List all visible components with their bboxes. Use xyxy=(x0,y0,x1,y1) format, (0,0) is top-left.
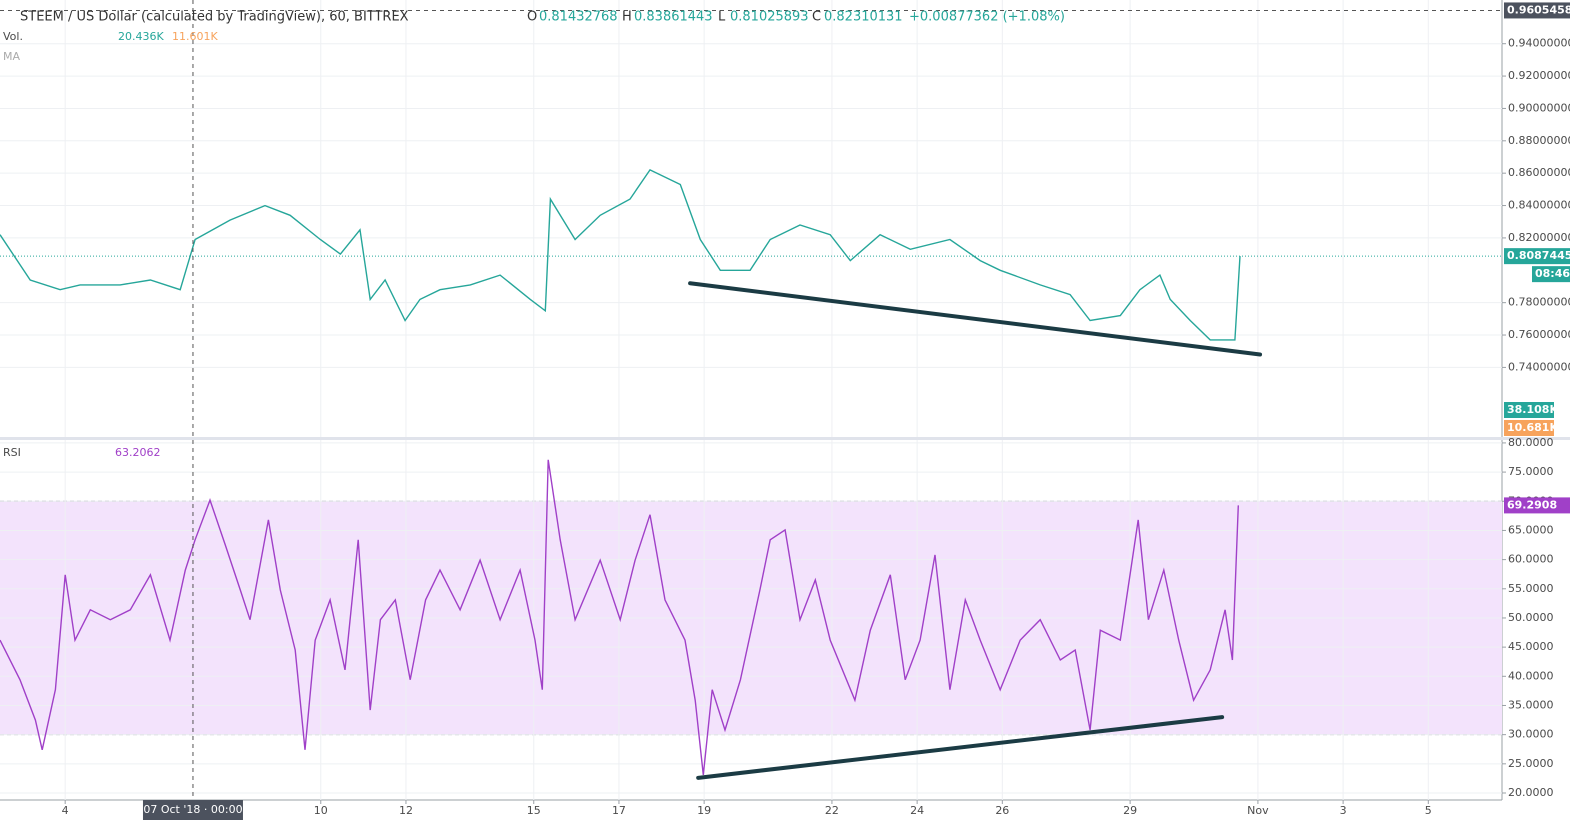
price-change: +0.00877362 (+1.08%) xyxy=(909,10,1065,25)
y-tick-label: 40.0000 xyxy=(1508,669,1554,682)
ohlc-value: 0.81025893 xyxy=(730,10,809,25)
ohlc-key: L xyxy=(718,10,726,25)
y-tick-label: 30.0000 xyxy=(1508,728,1554,741)
x-tick-label: 19 xyxy=(697,804,711,817)
volume-label: 10.681K xyxy=(1507,421,1558,434)
y-tick-label: 0.92000000 xyxy=(1508,69,1570,82)
ohlc-value: 0.83861443 xyxy=(634,10,713,25)
x-tick-label: 12 xyxy=(399,804,413,817)
x-tick-label: 22 xyxy=(825,804,839,817)
volume-label-box xyxy=(1504,420,1554,436)
ohlc-key: O xyxy=(527,10,537,25)
volume-legend-value: 20.436K xyxy=(118,30,164,43)
last-value-label-box xyxy=(1504,248,1570,265)
ohlc-value: 0.82310131 xyxy=(824,10,903,25)
last-value-label-box xyxy=(1504,497,1570,514)
y-tick-label: 35.0000 xyxy=(1508,698,1554,711)
volume-legend-value: 11.601K xyxy=(172,30,218,43)
y-tick-label: 0.78000000 xyxy=(1508,296,1570,309)
chart-title: STEEM / US Dollar (calculated by Trading… xyxy=(20,10,409,25)
y-tick-label: 25.0000 xyxy=(1508,757,1554,770)
series-line xyxy=(0,459,1239,775)
y-tick-label: 0.82000000 xyxy=(1508,231,1570,244)
y-tick-label: 60.0000 xyxy=(1508,553,1554,566)
y-tick-label: 55.0000 xyxy=(1508,582,1554,595)
y-tick-label: 0.84000000 xyxy=(1508,199,1570,212)
last-value-label: 69.2908 xyxy=(1507,498,1557,511)
x-tick-label: 24 xyxy=(910,804,924,817)
y-tick-label: 75.0000 xyxy=(1508,465,1554,478)
ohlc-key: H xyxy=(622,10,632,25)
y-tick-label: 0.88000000 xyxy=(1508,134,1570,147)
crosshair-x-label: 07 Oct '18 · 00:00 xyxy=(143,803,242,816)
ohlc-value: 0.81432768 xyxy=(539,10,618,25)
crosshair-x-box xyxy=(142,800,243,820)
y-tick-label: 0.94000000 xyxy=(1508,37,1570,50)
series-line xyxy=(0,169,1241,341)
last-time-label-box xyxy=(1532,266,1570,283)
x-tick-label: 17 xyxy=(612,804,626,817)
ohlc-key: C xyxy=(812,10,821,25)
rsi-name: RSI xyxy=(3,446,21,459)
y-tick-label: 0.86000000 xyxy=(1508,166,1570,179)
y-tick-label: 45.0000 xyxy=(1508,640,1554,653)
y-tick-label: 80.0000 xyxy=(1508,436,1554,449)
last-value-label: 0.80874457 xyxy=(1507,249,1570,262)
volume-label-box xyxy=(1504,402,1554,418)
x-tick-label: Nov xyxy=(1247,804,1269,817)
rsi-legend-value: 63.2062 xyxy=(115,446,161,459)
y-tick-label: 0.74000000 xyxy=(1508,360,1570,373)
trendline xyxy=(688,281,1263,357)
x-tick-label: 4 xyxy=(62,804,69,817)
y-tick-label: 65.0000 xyxy=(1508,523,1554,536)
x-tick-label: 29 xyxy=(1123,804,1137,817)
x-tick-label: 3 xyxy=(1340,804,1347,817)
ma-name: MA xyxy=(3,50,20,63)
x-tick-label: 5 xyxy=(1425,804,1432,817)
volume-label: 38.108K xyxy=(1507,403,1558,416)
volume-name: Vol. xyxy=(3,30,23,43)
y-tick-label: 0.76000000 xyxy=(1508,328,1570,341)
y-tick-label: 0.90000000 xyxy=(1508,101,1570,114)
trendline xyxy=(696,715,1225,780)
pane-divider xyxy=(0,437,1570,440)
last-time-label: 08:46 xyxy=(1535,267,1570,280)
x-tick-label: 10 xyxy=(314,804,328,817)
y-tick-label: 20.0000 xyxy=(1508,786,1554,799)
y-tick-label: 50.0000 xyxy=(1508,611,1554,624)
crosshair-y-box xyxy=(1504,2,1570,19)
x-tick-label: 15 xyxy=(527,804,541,817)
x-tick-label: 26 xyxy=(995,804,1009,817)
